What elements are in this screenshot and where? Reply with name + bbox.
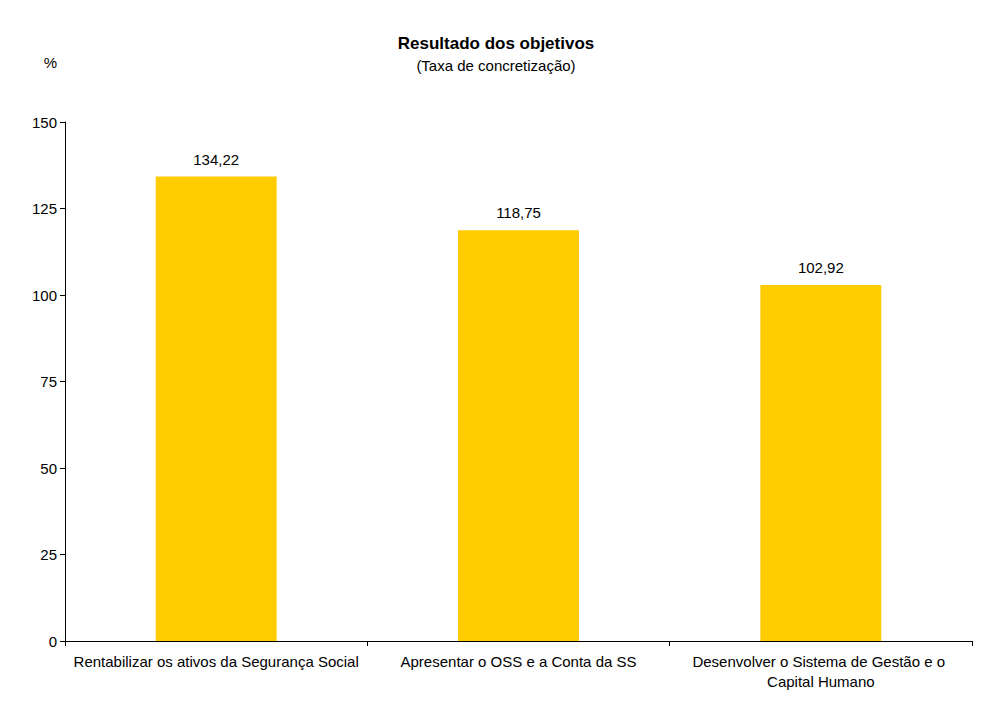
svg-text:Resultado dos objetivos: Resultado dos objetivos (398, 34, 594, 53)
svg-text:(Taxa de concretização): (Taxa de concretização) (416, 57, 575, 74)
svg-text:134,22: 134,22 (193, 151, 239, 168)
svg-text:Apresentar o OSS e a Conta da: Apresentar o OSS e a Conta da SS (401, 653, 637, 670)
svg-text:Desenvolver o Sistema de Gestã: Desenvolver o Sistema de Gestão e o (692, 653, 949, 670)
svg-text:25: 25 (40, 546, 57, 563)
svg-text:150: 150 (32, 114, 57, 131)
svg-text:118,75: 118,75 (496, 204, 541, 221)
svg-text:%: % (44, 54, 57, 71)
svg-text:125: 125 (32, 200, 57, 217)
svg-text:50: 50 (40, 460, 57, 477)
svg-text:Capital Humano: Capital Humano (767, 673, 875, 690)
svg-text:102,92: 102,92 (798, 259, 844, 276)
svg-text:100: 100 (32, 287, 57, 304)
svg-text:75: 75 (40, 373, 57, 390)
svg-text:Rentabilizar os ativos da Segu: Rentabilizar os ativos da Segurança Soci… (74, 653, 359, 670)
svg-text:0: 0 (49, 633, 57, 650)
